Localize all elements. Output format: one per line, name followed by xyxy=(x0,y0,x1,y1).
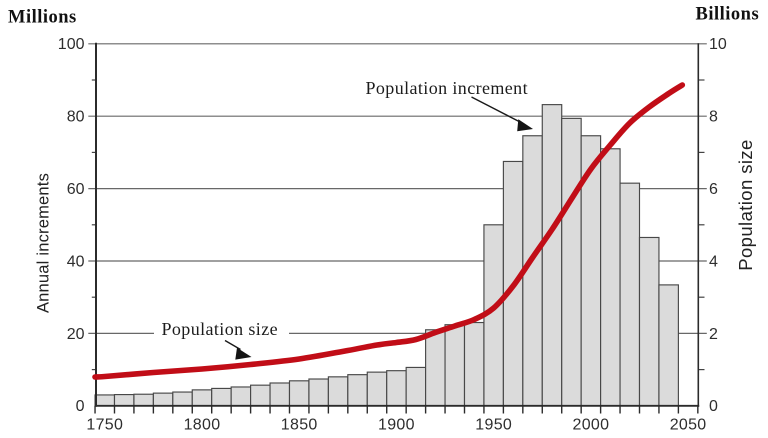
svg-text:1950: 1950 xyxy=(475,417,512,434)
svg-text:2: 2 xyxy=(709,326,718,343)
svg-text:40: 40 xyxy=(67,253,85,270)
svg-text:1850: 1850 xyxy=(281,417,318,434)
svg-text:8: 8 xyxy=(709,109,718,126)
svg-text:6: 6 xyxy=(709,181,718,198)
svg-text:1800: 1800 xyxy=(184,417,221,434)
svg-text:Billions: Billions xyxy=(696,5,760,25)
svg-text:10: 10 xyxy=(709,36,727,53)
svg-text:1900: 1900 xyxy=(378,417,415,434)
svg-text:Population increment: Population increment xyxy=(366,78,528,98)
svg-text:1750: 1750 xyxy=(86,417,123,434)
svg-text:Population size: Population size xyxy=(735,139,756,270)
svg-text:60: 60 xyxy=(67,181,85,198)
svg-text:0: 0 xyxy=(709,398,718,415)
svg-text:4: 4 xyxy=(709,253,718,270)
svg-text:80: 80 xyxy=(67,109,85,126)
svg-text:Millions: Millions xyxy=(8,8,77,28)
svg-text:100: 100 xyxy=(58,36,85,53)
svg-text:Annual increments: Annual increments xyxy=(35,173,53,313)
svg-text:2000: 2000 xyxy=(573,417,610,434)
svg-text:20: 20 xyxy=(67,326,85,343)
svg-text:Population size: Population size xyxy=(162,319,279,339)
svg-text:2050: 2050 xyxy=(670,417,707,434)
svg-text:0: 0 xyxy=(76,398,85,415)
